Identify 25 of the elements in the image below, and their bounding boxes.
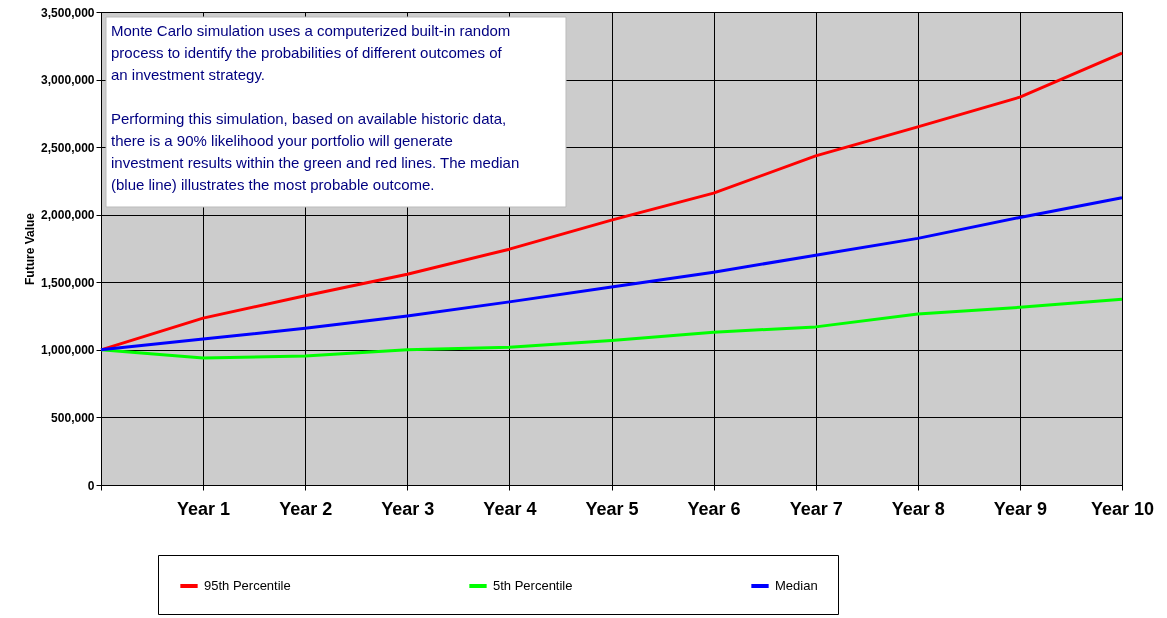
x-tick-label: Year 8 (891, 498, 945, 519)
x-tick-label: Year 10 (1090, 498, 1155, 519)
legend-label: 5th Percentile (493, 578, 573, 593)
y-tick-label: 2,500,000 (41, 140, 95, 155)
x-tick-label: Year 6 (687, 498, 741, 519)
x-tick-label: Year 5 (585, 498, 639, 519)
legend-label: 95th Percentile (204, 578, 291, 593)
line-series (99, 196, 1124, 352)
annotation: Performing this simulation, based on available historic data, there is a 90% likelihood your portfolio will generate investment results within the green and red lines. The median (blue line) illustrates the most probable outcome. (111, 110, 520, 193)
legend-label: Median (775, 578, 818, 593)
x-tick-label: Year 3 (381, 498, 435, 519)
x-tick-label: Year 1 (177, 498, 231, 519)
y-tick-label: 500,000 (51, 410, 95, 425)
y-tick-label: 1,000,000 (41, 343, 95, 358)
y-tick-label: 2,000,000 (41, 208, 95, 223)
x-tick-label: Year 4 (483, 498, 537, 519)
x-tick-label: Year 2 (279, 498, 333, 519)
x-tick-label: Year 7 (789, 498, 843, 519)
y-tick-label: 0 (87, 478, 95, 493)
annotation: Monte Carlo simulation uses a computerized built-in random process to identify the probabilities of different outcomes of an investment strategy. (111, 22, 511, 83)
y-tick-label: 1,500,000 (41, 275, 95, 290)
x-tick-label: Year 9 (993, 498, 1047, 519)
y-tick-label: 3,500,000 (41, 5, 95, 20)
y-axis-title: Future Value (23, 212, 38, 286)
y-tick-label: 3,000,000 (41, 73, 95, 88)
